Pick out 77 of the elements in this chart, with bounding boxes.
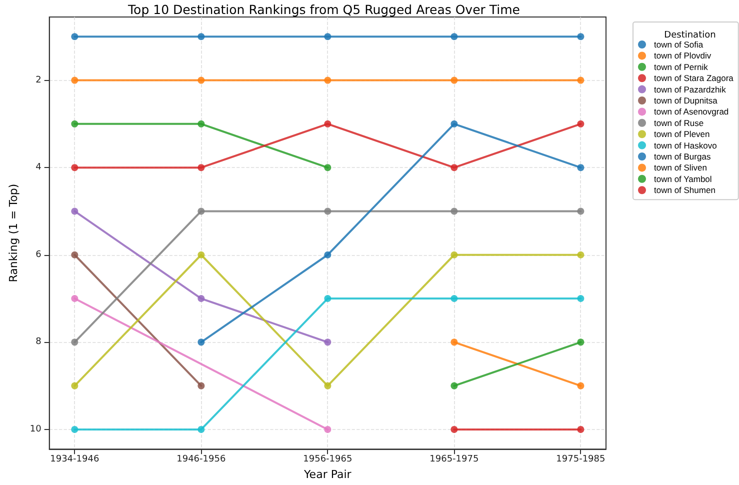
- x-tick-label: 1975-1985: [556, 454, 606, 465]
- point: [324, 76, 332, 84]
- point: [450, 251, 458, 258]
- point: [450, 382, 458, 390]
- point: [577, 164, 584, 172]
- point: [324, 33, 332, 40]
- point: [71, 76, 78, 84]
- point: [577, 382, 584, 390]
- legend-label: town of Haskovo: [654, 140, 718, 150]
- x-axis-title: Year Pair: [303, 468, 352, 481]
- point: [450, 295, 458, 302]
- point: [198, 251, 205, 258]
- point: [71, 382, 78, 390]
- point: [71, 251, 78, 258]
- point: [577, 76, 584, 84]
- point: [198, 164, 205, 172]
- point: [577, 251, 584, 258]
- y-axis-title: Ranking (1 = Top): [7, 184, 20, 282]
- point: [198, 120, 205, 128]
- legend-label: town of Pazardzhik: [654, 84, 727, 94]
- legend-label: town of Pleven: [654, 129, 710, 140]
- point: [450, 120, 458, 128]
- point: [324, 164, 332, 172]
- legend-label: town of Sofia: [654, 40, 704, 50]
- point: [450, 208, 458, 215]
- legend-label: town of Sliven: [654, 162, 708, 173]
- point: [71, 164, 78, 172]
- x-tick-label: 1965-1975: [430, 454, 479, 465]
- point: [324, 295, 332, 302]
- legend-label: town of Burgas: [654, 152, 711, 162]
- point: [198, 426, 205, 433]
- point: [198, 295, 205, 302]
- point: [450, 338, 458, 346]
- point: [450, 426, 458, 433]
- legend-label: town of Asenovgrad: [654, 106, 729, 117]
- point: [324, 251, 332, 258]
- chart-title: Top 10 Destination Rankings from Q5 Rugged Areas Over Time: [127, 2, 520, 17]
- x-tick-label: 1956-1965: [303, 454, 352, 465]
- point: [71, 426, 78, 433]
- point: [324, 120, 332, 128]
- point: [577, 208, 584, 215]
- point: [324, 338, 332, 346]
- legend-title: Destination: [664, 30, 716, 40]
- legend-label: town of Dupnitsa: [654, 96, 718, 106]
- point: [71, 208, 78, 215]
- point: [71, 33, 78, 40]
- point: [577, 33, 584, 40]
- legend-label: town of Yambol: [654, 174, 712, 184]
- point: [450, 164, 458, 172]
- point: [198, 338, 205, 346]
- y-tick-label: 8: [36, 337, 42, 348]
- point: [198, 208, 205, 215]
- point: [577, 338, 584, 346]
- point: [450, 33, 458, 40]
- x-tick-label: 1946-1956: [176, 454, 226, 465]
- y-tick-label: 4: [36, 162, 42, 173]
- point: [450, 76, 458, 84]
- point: [577, 295, 584, 302]
- x-tick-label: 1934-1946: [50, 454, 100, 465]
- point: [577, 426, 584, 433]
- point: [71, 120, 78, 128]
- y-tick-label: 2: [36, 75, 42, 86]
- legend-label: town of Stara Zagora: [654, 73, 734, 84]
- y-tick-label: 6: [36, 250, 42, 260]
- point: [71, 295, 78, 302]
- legend-label: town of Plovdiv: [654, 50, 712, 61]
- point: [324, 382, 332, 390]
- legend-label: town of Shumen: [654, 185, 716, 196]
- point: [198, 33, 205, 40]
- legend-label: town of Ruse: [654, 118, 704, 128]
- y-tick-label: 10: [30, 424, 42, 434]
- point: [198, 76, 205, 84]
- point: [577, 120, 584, 128]
- legend-label: town of Pernik: [654, 62, 709, 72]
- point: [198, 382, 205, 390]
- point: [324, 208, 332, 215]
- point: [71, 338, 78, 346]
